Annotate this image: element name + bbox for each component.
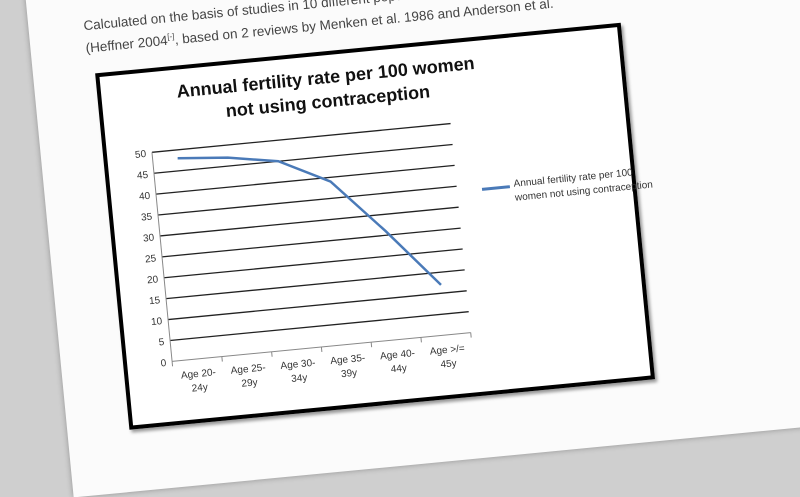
x-tick-label: 34y — [291, 372, 308, 384]
y-tick-label: 0 — [160, 358, 167, 370]
gridline — [158, 186, 457, 215]
line-chart: 0 5 10 15 20 25 30 35 40 45 50 Age 20-24y Age 25-29y… — [99, 27, 650, 425]
y-tick-label: 15 — [149, 295, 162, 307]
x-tick-label: 29y — [241, 377, 258, 389]
gridline — [152, 124, 451, 153]
x-tick-label: 45y — [440, 358, 457, 370]
chart-container: Annual fertility rate per 100 women not … — [95, 23, 655, 430]
legend-line-swatch — [482, 185, 510, 191]
gridline — [162, 228, 461, 257]
x-tick-label: Age >/= — [429, 343, 465, 357]
caption-citation: (Heffner 2004 — [85, 33, 168, 56]
y-tick-label: 20 — [147, 274, 160, 286]
x-tick-label: Age 20- — [180, 367, 216, 381]
x-tick-label: 44y — [390, 363, 407, 375]
gridline — [160, 207, 459, 236]
x-tick-label: Age 35- — [330, 353, 366, 367]
gridline — [156, 165, 455, 194]
y-tick-label: 35 — [141, 212, 154, 224]
document-page: Calculated on the basis of studies in 10… — [20, 0, 800, 497]
y-tick-label: 25 — [145, 253, 158, 265]
gridline — [168, 291, 467, 320]
x-tick-label: 24y — [191, 382, 208, 394]
y-tick-label: 50 — [135, 149, 148, 161]
x-tick-label: Age 25- — [230, 362, 266, 376]
x-tick-label: Age 30- — [280, 358, 316, 372]
y-tick-label: 30 — [143, 232, 156, 244]
x-tick-label: 39y — [341, 368, 358, 380]
y-tick-label: 10 — [151, 316, 164, 328]
y-tick-label: 40 — [139, 191, 152, 203]
y-tick-label: 45 — [137, 170, 150, 182]
gridline — [170, 312, 469, 341]
gridline — [166, 270, 465, 299]
x-tick-label: Age 40- — [380, 348, 416, 362]
y-tick-label: 5 — [158, 337, 165, 349]
